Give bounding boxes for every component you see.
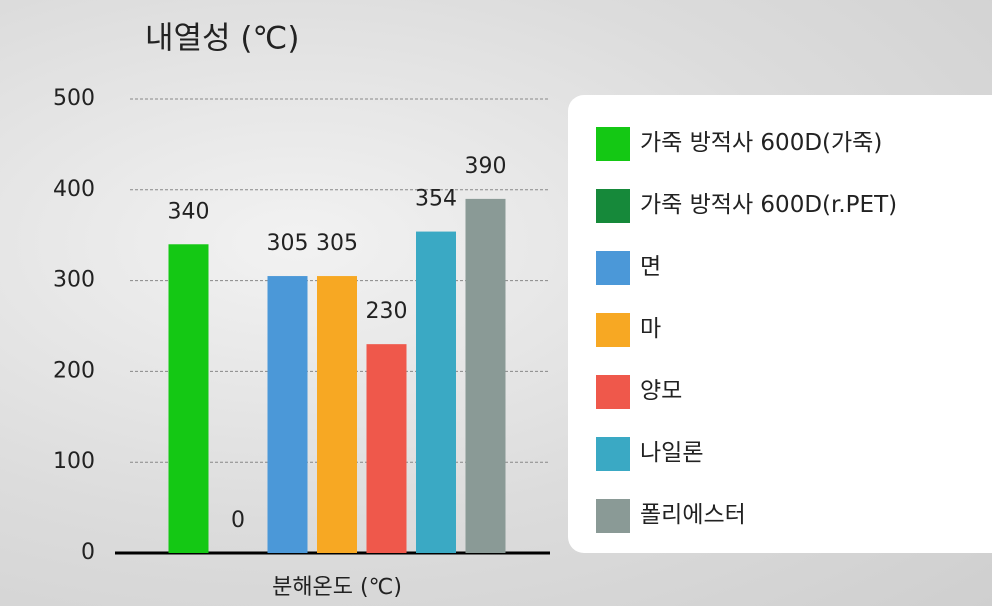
bar — [317, 276, 357, 553]
bar — [465, 198, 506, 553]
legend-swatch — [596, 251, 630, 285]
legend-label: 나일론 — [640, 440, 704, 467]
chart-title: 내열성 (℃) — [145, 21, 299, 57]
y-tick-label: 400 — [53, 177, 95, 202]
legend-item: 폴리에스터 — [596, 485, 992, 547]
value-label: 390 — [465, 154, 507, 179]
value-label: 305 — [267, 231, 309, 256]
legend-label: 폴리에스터 — [640, 502, 746, 529]
y-tick-label: 500 — [53, 86, 95, 111]
legend-swatch — [596, 189, 630, 223]
legend-item: 나일론 — [596, 423, 992, 485]
legend-swatch — [596, 499, 630, 533]
y-tick-label: 200 — [53, 358, 95, 383]
value-label: 305 — [316, 231, 358, 256]
bar — [168, 244, 209, 553]
x-tick-label: 분해온도 (℃) — [272, 575, 402, 600]
legend-swatch — [596, 437, 630, 471]
legend-item: 마 — [596, 299, 992, 361]
value-label: 0 — [231, 508, 245, 533]
legend-item: 양모 — [596, 361, 992, 423]
bar — [267, 276, 308, 553]
legend-label: 양모 — [640, 378, 683, 405]
value-label: 230 — [366, 299, 408, 324]
legend-swatch — [596, 313, 630, 347]
legend-label: 면 — [640, 254, 662, 281]
legend-item: 가죽 방적사 600D(가죽) — [596, 113, 992, 175]
y-tick-label: 100 — [53, 449, 95, 474]
legend-label: 가죽 방적사 600D(r.PET) — [640, 192, 898, 219]
y-tick-label: 0 — [81, 540, 95, 565]
legend-item: 가죽 방적사 600D(r.PET) — [596, 175, 992, 237]
bar — [366, 344, 407, 553]
legend-label: 가죽 방적사 600D(가죽) — [640, 130, 883, 157]
value-label: 354 — [415, 187, 457, 212]
bar — [416, 231, 456, 553]
value-label: 340 — [168, 199, 210, 224]
legend-swatch — [596, 127, 630, 161]
legend-label: 마 — [640, 316, 662, 343]
legend-swatch — [596, 375, 630, 409]
legend-item: 면 — [596, 237, 992, 299]
y-tick-label: 300 — [53, 268, 95, 293]
